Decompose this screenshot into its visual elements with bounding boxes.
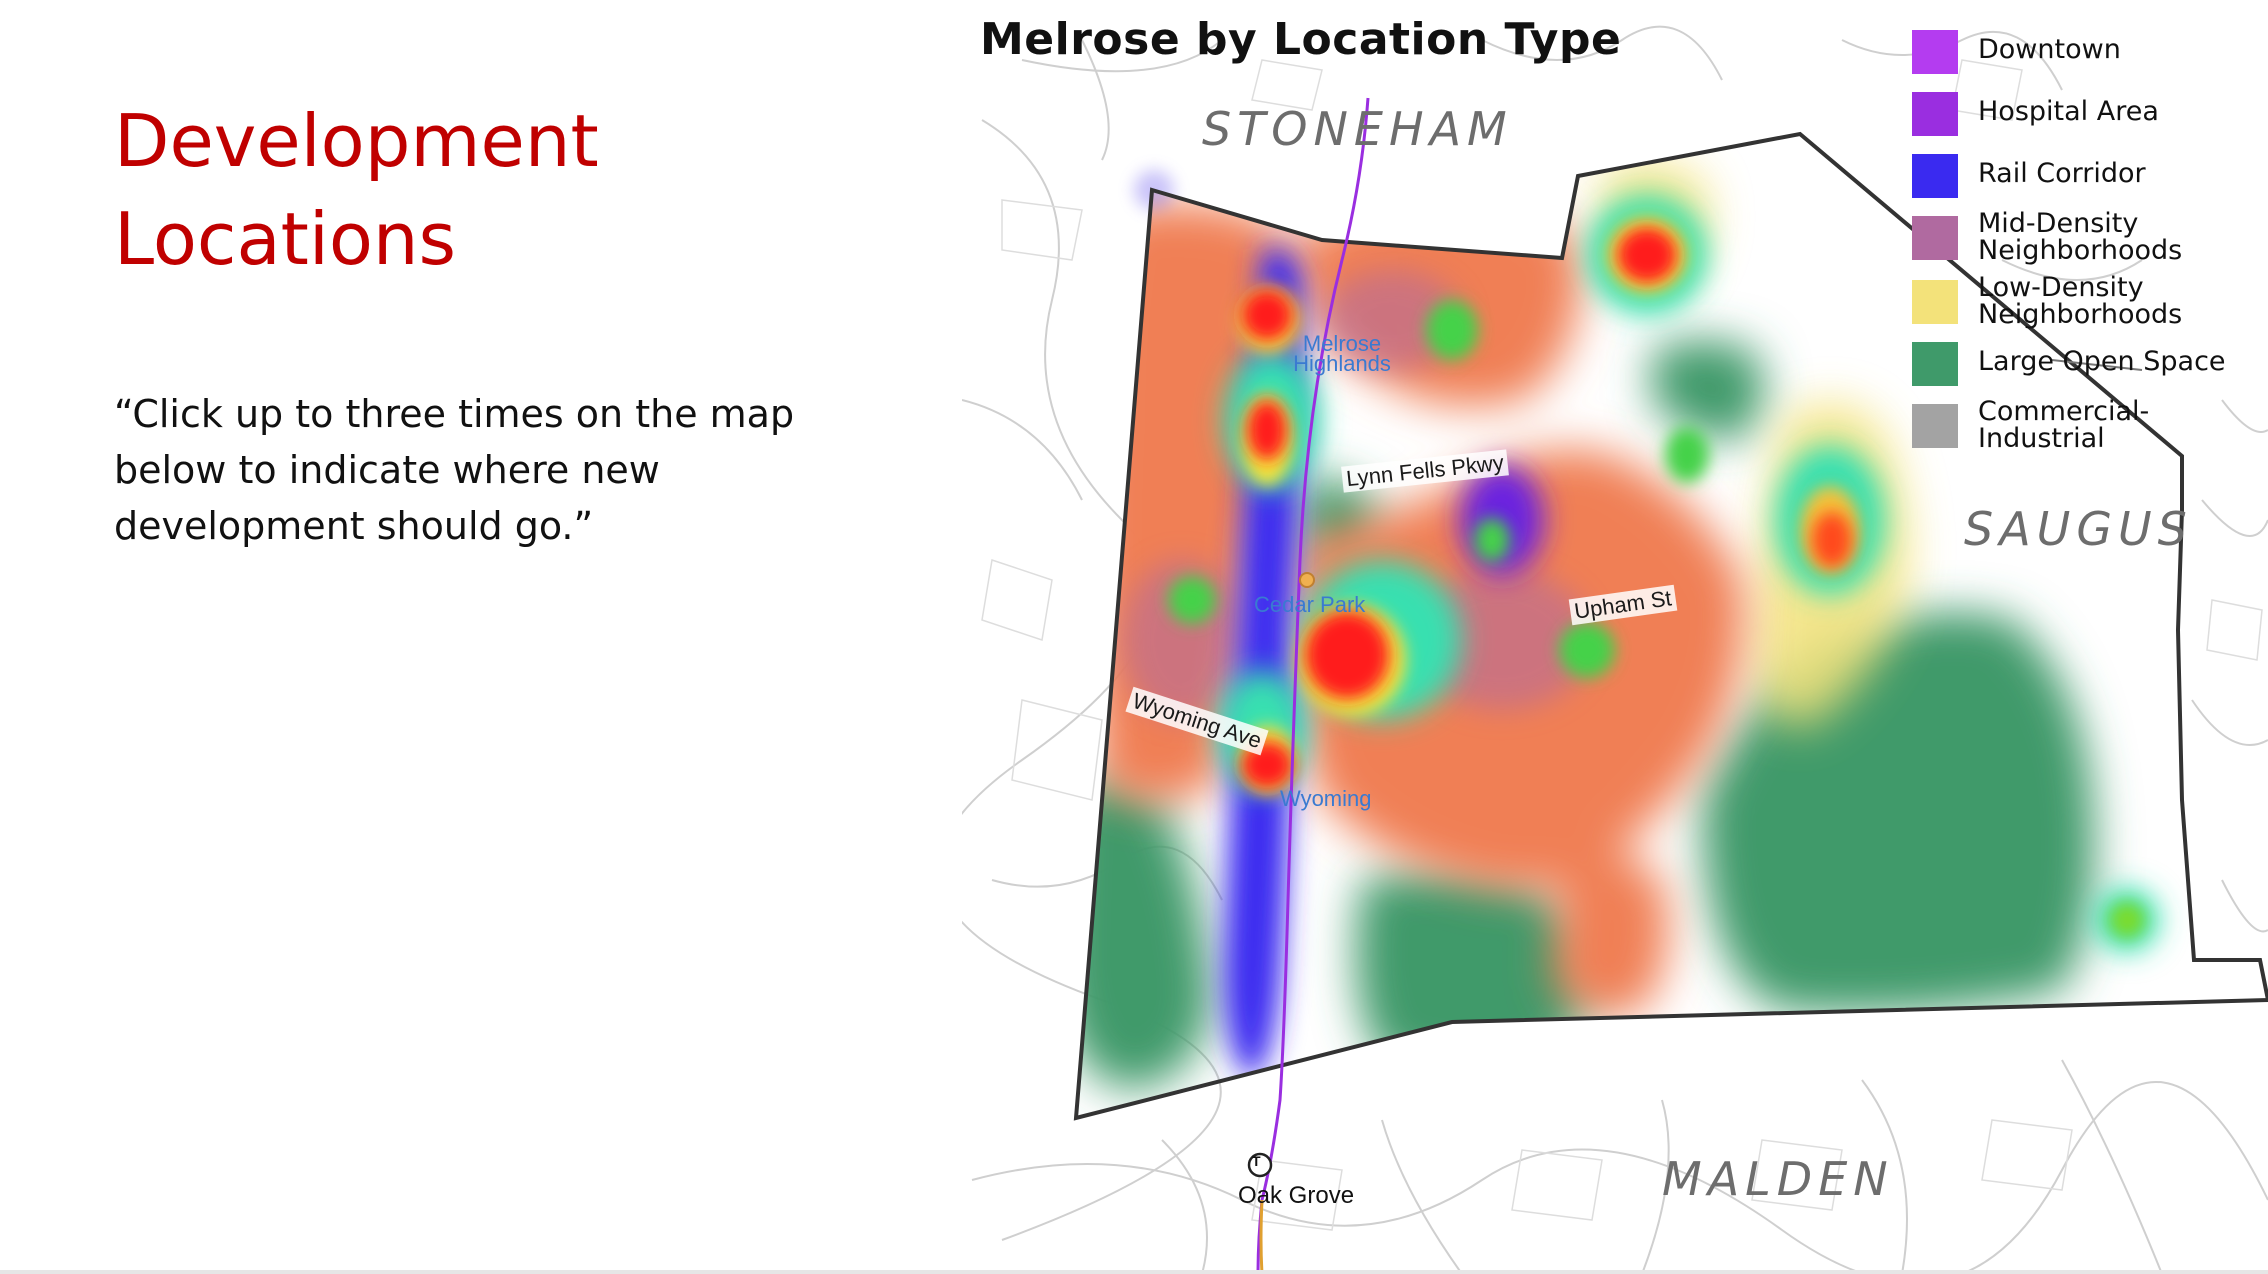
place-label-cedar-park: Cedar Park <box>1254 592 1366 617</box>
map-title: Melrose by Location Type <box>980 14 1622 65</box>
open-space-northeast <box>1652 340 1765 440</box>
slide-left-panel: Development Locations “Click up to three… <box>0 0 960 1274</box>
legend-label: Downtown <box>1978 34 2121 65</box>
legend-swatch <box>1912 30 1958 74</box>
transit-stop-cedar <box>1299 572 1315 588</box>
street-network <box>962 25 2268 1274</box>
legend-swatch <box>1912 342 1958 386</box>
legend-label: Commercial-Industrial <box>1978 396 2150 454</box>
map-panel[interactable]: Melrose by Location Type STONEHAM SAUGUS… <box>962 0 2268 1274</box>
mid-density-tint-1 <box>1322 270 1462 370</box>
hotspot-green-6 <box>2109 902 2145 938</box>
legend-swatch <box>1912 404 1958 448</box>
slide-bottom-border <box>0 1270 2268 1274</box>
legend-item-downtown: Downtown <box>1912 24 2252 76</box>
legend-label: Mid-Density Neighborhoods <box>1978 208 2183 266</box>
legend-swatch <box>1912 216 1958 260</box>
page-title: Development Locations <box>114 99 599 281</box>
legend-item-low-density: Low-Density Neighborhoods <box>1912 272 2252 330</box>
transit-stop-oak-grove <box>1247 1152 1273 1178</box>
hotspot-red-5 <box>1617 227 1677 283</box>
legend-item-open-space: Large Open Space <box>1912 336 2252 388</box>
heatmap-layer <box>1076 162 2159 1090</box>
legend-swatch <box>1912 154 1958 198</box>
hospital-area <box>1460 465 1544 575</box>
legend-label: Hospital Area <box>1978 96 2159 127</box>
station-label-oak-grove: Oak Grove <box>1238 1182 1355 1209</box>
legend-swatch <box>1912 92 1958 136</box>
place-label-wyoming: Wyoming <box>1280 786 1372 811</box>
legend-swatch <box>1912 280 1958 324</box>
instruction-text: “Click up to three times on the map belo… <box>114 392 795 548</box>
hotspot-red-1 <box>1241 289 1293 341</box>
heatmap-map[interactable] <box>962 0 2268 1274</box>
town-label-stoneham: STONEHAM <box>1202 102 1513 156</box>
legend-label: Low-Density Neighborhoods <box>1978 272 2183 330</box>
mid-density-south <box>1552 853 1669 1016</box>
hotspot-green-1 <box>1426 300 1478 360</box>
hotspot-green-5 <box>1474 518 1510 562</box>
rail-line-south <box>1259 1199 1264 1274</box>
hotspot-green-2 <box>1168 576 1216 624</box>
place-label-melrose-highlands: Melrose Highlands <box>1293 331 1391 376</box>
legend-label: Rail Corridor <box>1978 158 2146 189</box>
legend-item-hospital-area: Hospital Area <box>1912 86 2252 138</box>
legend-item-rail-corridor: Rail Corridor <box>1912 148 2252 200</box>
street-network-fine <box>981 59 2263 1231</box>
hotspot-green-4 <box>1665 427 1709 483</box>
boundary-bend <box>2051 359 2143 371</box>
legend-item-mid-density: Mid-Density Neighborhoods <box>1912 208 2252 266</box>
town-boundary <box>1073 131 2268 1121</box>
legend-item-commercial-industrial: Commercial-Industrial <box>1912 396 2252 454</box>
hotspot-green-3 <box>1559 622 1615 678</box>
transit-symbol: T <box>1252 1153 1261 1169</box>
town-label-malden: MALDEN <box>1662 1152 1894 1206</box>
hotspot-red-3 <box>1305 611 1389 699</box>
mid-density-tint-2 <box>1412 570 1592 710</box>
legend-label: Large Open Space <box>1978 346 2226 377</box>
hotspot-red-6 <box>1812 512 1852 568</box>
town-label-saugus: SAUGUS <box>1964 502 2193 556</box>
hotspot-red-2 <box>1247 400 1287 460</box>
